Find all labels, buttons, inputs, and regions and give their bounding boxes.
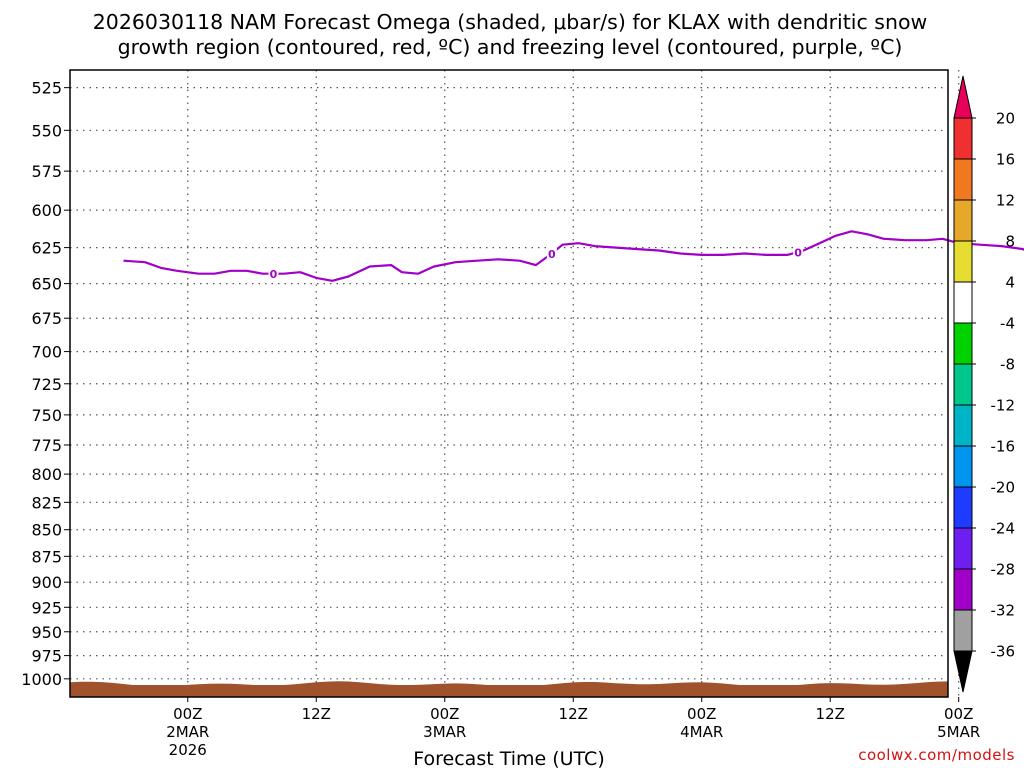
colorbar-swatch [953, 363, 973, 406]
colorbar-label: 4 [1005, 274, 1015, 292]
y-tick-label: 700 [31, 343, 62, 362]
y-tick-label: 775 [31, 436, 62, 455]
colorbar-swatch [953, 281, 973, 324]
colorbar-label: -36 [991, 643, 1016, 661]
terrain-fill [70, 685, 948, 697]
x-tick-label: 12Z [816, 705, 845, 723]
freezing-level-label: 0 [270, 268, 278, 281]
chart-title-line2: growth region (contoured, red, ºC) and f… [118, 35, 903, 59]
x-tick-label: 2MAR [166, 723, 209, 741]
y-tick-label: 925 [31, 598, 62, 617]
freezing-level-label-bg [546, 246, 557, 261]
colorbar-swatch [953, 568, 973, 611]
freezing-level-label-bg [268, 266, 279, 281]
y-tick-label: 1000 [21, 670, 62, 689]
colorbar-label: 8 [1005, 233, 1015, 251]
colorbar-bottom-arrow [953, 650, 973, 693]
colorbar-label: -4 [1000, 315, 1015, 333]
y-tick-label: 950 [31, 623, 62, 642]
colorbar-swatch [953, 117, 973, 160]
y-tick-label: 625 [31, 239, 62, 258]
freezing-level-label-bg [793, 245, 804, 260]
y-tick-label: 750 [31, 406, 62, 425]
x-axis-title: Forecast Time (UTC) [413, 748, 604, 768]
colorbar-swatch [953, 240, 973, 283]
x-tick-label: 4MAR [680, 723, 723, 741]
chart-title-line1: 2026030118 NAM Forecast Omega (shaded, μ… [93, 10, 928, 34]
y-tick-label: 550 [31, 121, 62, 140]
y-axis-labels: 525 550 575 600 625 650 675 700 725 750 775 800 825 8… [21, 79, 70, 689]
colorbar-label: -28 [991, 561, 1016, 579]
colorbar-swatch [953, 199, 973, 242]
x-tick-label: 12Z [302, 705, 331, 723]
colorbar-swatch [953, 404, 973, 447]
x-tick-label: 12Z [559, 705, 588, 723]
freezing-level-label: 0 [794, 247, 802, 260]
x-tick-label: 00Z [687, 705, 716, 723]
colorbar-swatch [953, 527, 973, 570]
y-tick-label: 900 [31, 573, 62, 592]
y-tick-label: 675 [31, 309, 62, 328]
colorbar-swatch [953, 445, 973, 488]
contours: 0 0 0 [123, 230, 1024, 282]
x-tick-label: 5MAR [937, 723, 980, 741]
grid [70, 70, 960, 697]
colorbar-swatch [953, 609, 973, 652]
y-tick-label: 525 [31, 79, 62, 98]
colorbar-label: -32 [991, 602, 1016, 620]
colorbar-label: -8 [1000, 356, 1015, 374]
freezing-level-line [123, 230, 1024, 282]
colorbar-swatch [953, 322, 973, 365]
x-tick-label: 2026 [169, 741, 207, 759]
colorbar-swatch [953, 158, 973, 201]
x-tick-label: 00Z [173, 705, 202, 723]
plot-frame [69, 69, 949, 698]
colorbar-label: -20 [991, 479, 1016, 497]
colorbar-swatch [953, 486, 973, 529]
y-tick-label: 575 [31, 162, 62, 181]
y-tick-label: 875 [31, 547, 62, 566]
x-tick-label: 00Z [430, 705, 459, 723]
colorbar-top-arrow [953, 75, 973, 119]
credit-text: coolwx.com/models [858, 746, 1015, 764]
y-tick-label: 975 [31, 647, 62, 666]
y-tick-label: 825 [31, 493, 62, 512]
x-tick-label: 3MAR [423, 723, 466, 741]
y-tick-label: 850 [31, 521, 62, 540]
colorbar-label: 12 [996, 192, 1015, 210]
terrain-band [70, 681, 948, 697]
colorbar-label: 20 [996, 110, 1015, 128]
colorbar-label: -12 [991, 397, 1016, 415]
y-tick-label: 800 [31, 465, 62, 484]
colorbar-label: -24 [991, 520, 1016, 538]
x-tick-label: 00Z [944, 705, 973, 723]
y-tick-label: 650 [31, 275, 62, 294]
y-tick-label: 725 [31, 375, 62, 394]
y-tick-label: 600 [31, 201, 62, 220]
freezing-level-label: 0 [548, 248, 556, 261]
colorbar-label: -16 [991, 438, 1016, 456]
terrain-surface [70, 681, 948, 687]
colorbar-legend: 20 16 12 8 4 -4 -8 -12 -16 -20 -24 -28 -32 -36 [953, 75, 1016, 693]
colorbar-label: 16 [996, 151, 1015, 169]
